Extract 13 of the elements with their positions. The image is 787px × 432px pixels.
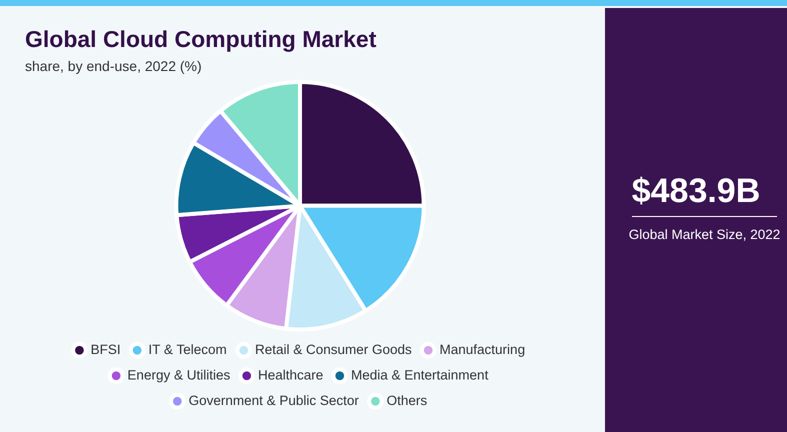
legend-label: Media & Entertainment: [351, 367, 489, 382]
chart-title: Global Cloud Computing Market: [25, 26, 376, 53]
legend-label: Manufacturing: [440, 342, 526, 357]
text: $483.9B: [630, 172, 762, 211]
chart-subtitle: share, by end-use, 2022 (%): [25, 58, 202, 74]
text: Global Market Size, 2022: [628, 226, 782, 244]
legend-label: Government & Public Sector: [188, 392, 360, 408]
legend-label: Energy & Utilities: [127, 367, 230, 382]
legend-label: BFSI: [90, 342, 121, 357]
legend-label: Retail & Consumer Goods: [254, 342, 412, 357]
legend-label: Others: [386, 392, 428, 408]
legend-label: IT & Telecom: [148, 342, 227, 357]
legend-label: Healthcare: [258, 367, 324, 382]
